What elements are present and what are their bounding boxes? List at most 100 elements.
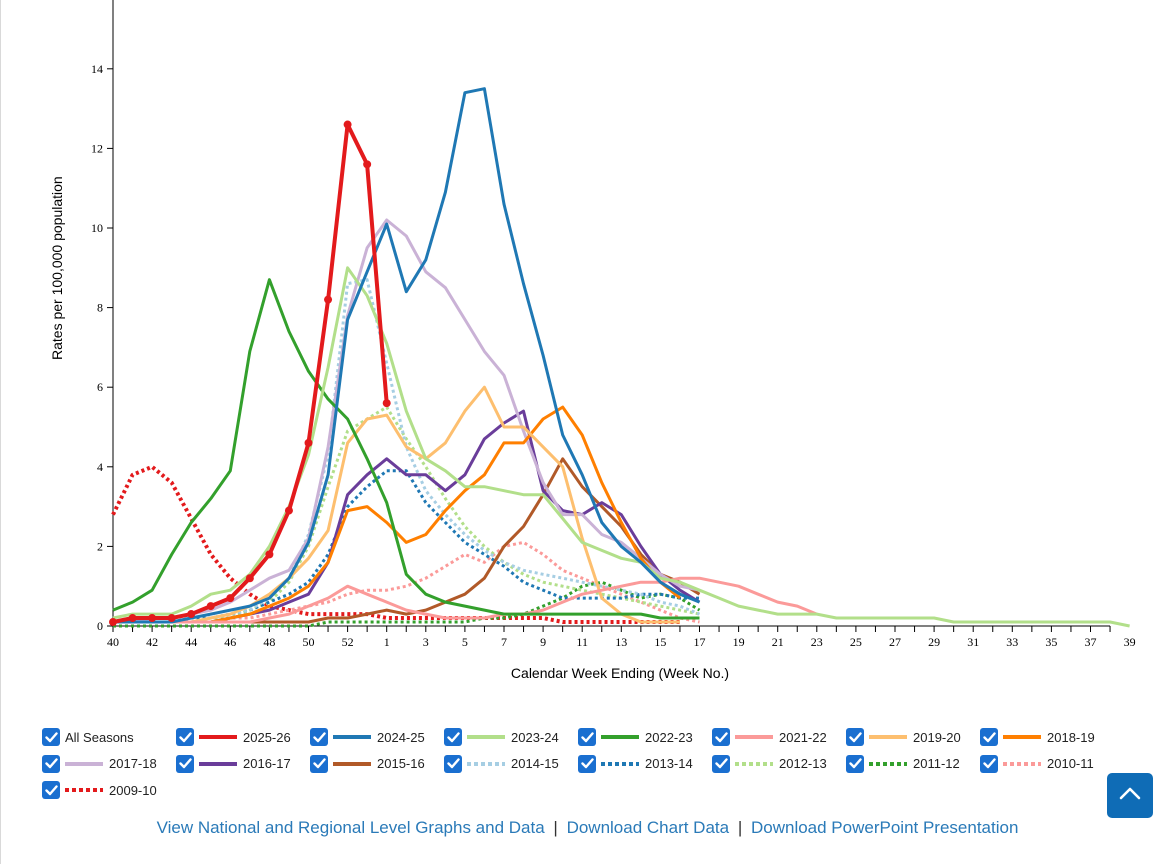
x-tick-label: 17 (694, 635, 706, 649)
legend-label: 2015-16 (377, 756, 425, 771)
footer-links: View National and Regional Level Graphs … (0, 818, 1175, 838)
series-point-2025-26[interactable] (324, 295, 333, 304)
legend-label: 2022-23 (645, 729, 693, 745)
y-tick-label: 2 (97, 539, 103, 553)
series-point-2025-26[interactable] (245, 574, 254, 583)
series-point-2025-26[interactable] (284, 506, 293, 515)
legend-checkbox[interactable] (42, 754, 60, 773)
legend-checkbox[interactable] (42, 728, 60, 746)
national-regional-link[interactable]: View National and Regional Level Graphs … (156, 818, 545, 837)
x-tick-label: 31 (967, 635, 979, 649)
legend-checkbox[interactable] (310, 728, 328, 746)
legend-checkbox[interactable] (712, 754, 730, 773)
legend-swatch (65, 761, 103, 766)
series-line-2024-25[interactable] (113, 87, 701, 624)
series-point-2025-26[interactable] (109, 618, 117, 627)
series-line-2023-24[interactable] (112, 266, 1130, 628)
legend-item-2015-16[interactable]: 2015-16 (310, 753, 425, 775)
series-point-2025-26[interactable] (265, 550, 274, 559)
series-point-2025-26[interactable] (363, 160, 372, 169)
legend-item-2011-12[interactable]: 2011-12 (846, 753, 960, 775)
legend-item-2024-25[interactable]: 2024-25 (310, 726, 425, 748)
x-tick-label: 40 (107, 635, 119, 649)
series-point-2025-26[interactable] (148, 614, 157, 623)
legend-label: 2013-14 (645, 756, 693, 771)
legend-checkbox[interactable] (310, 754, 328, 773)
x-tick-label: 23 (811, 635, 823, 649)
page-frame (0, 0, 1, 864)
scroll-to-top-button[interactable] (1107, 773, 1153, 818)
legend-label: 2018-19 (1047, 729, 1095, 745)
x-tick-label: 21 (772, 635, 784, 649)
series-point-2025-26[interactable] (206, 602, 215, 611)
x-tick-label: 29 (928, 635, 940, 649)
x-tick-label: 33 (1006, 635, 1018, 649)
legend-label: 2024-25 (377, 729, 425, 745)
legend-item-2010-11[interactable]: 2010-11 (980, 753, 1094, 775)
legend-item-2016-17[interactable]: 2016-17 (176, 753, 291, 775)
legend-label: 2021-22 (779, 729, 827, 745)
legend-item-2023-24[interactable]: 2023-24 (444, 726, 559, 748)
legend-item-2018-19[interactable]: 2018-19 (980, 726, 1095, 748)
y-axis-title: Rates per 100,000 population (49, 176, 65, 360)
series-line-2019-20[interactable] (113, 385, 680, 624)
legend-swatch (333, 735, 371, 739)
y-tick-label: 12 (91, 141, 103, 155)
series-line-2025-26[interactable] (112, 122, 389, 624)
legend-checkbox[interactable] (980, 728, 998, 746)
legend-checkbox[interactable] (444, 728, 462, 746)
series-point-2025-26[interactable] (304, 438, 313, 447)
series-point-2025-26[interactable] (343, 120, 352, 129)
legend-checkbox[interactable] (578, 754, 596, 773)
series-line-2017-18[interactable] (113, 218, 700, 624)
legend-checkbox[interactable] (578, 728, 596, 746)
legend-item-2019-20[interactable]: 2019-20 (846, 726, 961, 748)
legend-checkbox[interactable] (846, 754, 864, 773)
legend-item-2014-15[interactable]: 2014-15 (444, 753, 559, 775)
download-chart-data-link[interactable]: Download Chart Data (566, 818, 730, 837)
series-line-2021-22[interactable] (113, 576, 818, 624)
x-tick-label: 44 (185, 635, 197, 649)
series-point-2025-26[interactable] (128, 614, 137, 623)
legend-checkbox[interactable] (176, 728, 194, 746)
x-tick-label: 25 (850, 635, 862, 649)
y-tick-label: 6 (97, 380, 103, 394)
legend-label: 2016-17 (243, 756, 291, 771)
legend-label: 2009-10 (109, 782, 157, 798)
x-tick-label: 5 (462, 635, 468, 649)
legend-checkbox[interactable] (980, 754, 998, 773)
series-point-2025-26[interactable] (382, 399, 391, 408)
legend-swatch (735, 761, 773, 766)
series-line-2011-12[interactable] (113, 580, 701, 628)
x-tick-label: 39 (1124, 635, 1136, 649)
legend-item-2025-26[interactable]: 2025-26 (176, 726, 291, 748)
series-point-2025-26[interactable] (187, 610, 196, 619)
legend-label: 2019-20 (913, 729, 961, 745)
legend-label: 2023-24 (511, 729, 559, 745)
download-powerpoint-link[interactable]: Download PowerPoint Presentation (750, 818, 1019, 837)
legend-checkbox[interactable] (712, 728, 730, 746)
series-point-2025-26[interactable] (167, 614, 176, 623)
legend-item-2012-13[interactable]: 2012-13 (712, 753, 827, 775)
legend-item-2017-18[interactable]: 2017-18 (42, 753, 157, 775)
legend-item-all-seasons[interactable]: All Seasons (42, 726, 134, 748)
series-point-2025-26[interactable] (226, 594, 235, 603)
x-tick-label: 42 (146, 635, 158, 649)
series-line-2009-10[interactable] (111, 464, 680, 624)
legend-checkbox[interactable] (42, 781, 60, 799)
legend-item-2022-23[interactable]: 2022-23 (578, 726, 693, 748)
legend-checkbox[interactable] (846, 728, 864, 746)
series-line-2022-23[interactable] (112, 278, 700, 620)
legend-item-2013-14[interactable]: 2013-14 (578, 753, 693, 775)
x-tick-label: 13 (615, 635, 627, 649)
chart-series (109, 87, 1130, 628)
legend-item-2009-10[interactable]: 2009-10 (42, 779, 157, 801)
legend-checkbox[interactable] (176, 754, 194, 773)
legend-swatch (869, 761, 907, 766)
legend-checkbox[interactable] (444, 754, 462, 773)
x-tick-label: 27 (889, 635, 901, 649)
x-tick-label: 37 (1085, 635, 1097, 649)
legend-item-2021-22[interactable]: 2021-22 (712, 726, 827, 748)
